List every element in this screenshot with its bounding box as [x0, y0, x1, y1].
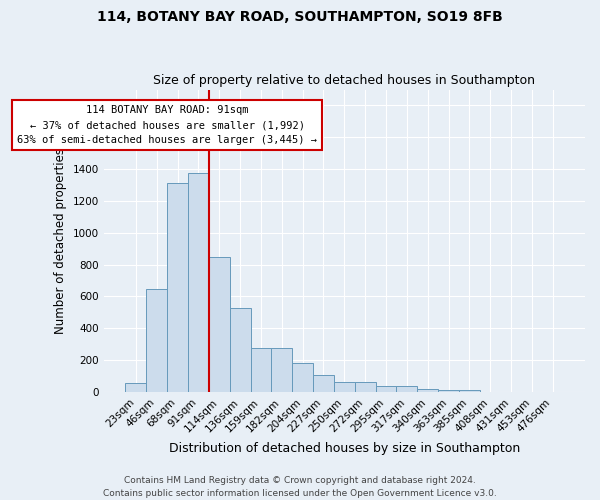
X-axis label: Distribution of detached houses by size in Southampton: Distribution of detached houses by size …: [169, 442, 520, 455]
Bar: [146, 290, 167, 392]
Title: Size of property relative to detached houses in Southampton: Size of property relative to detached ho…: [154, 74, 535, 87]
Bar: [188, 173, 209, 392]
Bar: [438, 390, 459, 392]
Text: 114 BOTANY BAY ROAD: 91sqm
← 37% of detached houses are smaller (1,992)
63% of s: 114 BOTANY BAY ROAD: 91sqm ← 37% of deta…: [17, 106, 317, 145]
Bar: [209, 258, 230, 392]
Bar: [167, 184, 188, 392]
Bar: [355, 382, 376, 392]
Bar: [251, 348, 271, 392]
Text: 114, BOTANY BAY ROAD, SOUTHAMPTON, SO19 8FB: 114, BOTANY BAY ROAD, SOUTHAMPTON, SO19 …: [97, 10, 503, 24]
Bar: [230, 308, 251, 392]
Bar: [292, 362, 313, 392]
Y-axis label: Number of detached properties: Number of detached properties: [54, 148, 67, 334]
Bar: [459, 390, 480, 392]
Bar: [397, 386, 417, 392]
Bar: [417, 389, 438, 392]
Bar: [376, 386, 397, 392]
Bar: [125, 383, 146, 392]
Bar: [313, 375, 334, 392]
Text: Contains HM Land Registry data © Crown copyright and database right 2024.
Contai: Contains HM Land Registry data © Crown c…: [103, 476, 497, 498]
Bar: [334, 382, 355, 392]
Bar: [271, 348, 292, 392]
